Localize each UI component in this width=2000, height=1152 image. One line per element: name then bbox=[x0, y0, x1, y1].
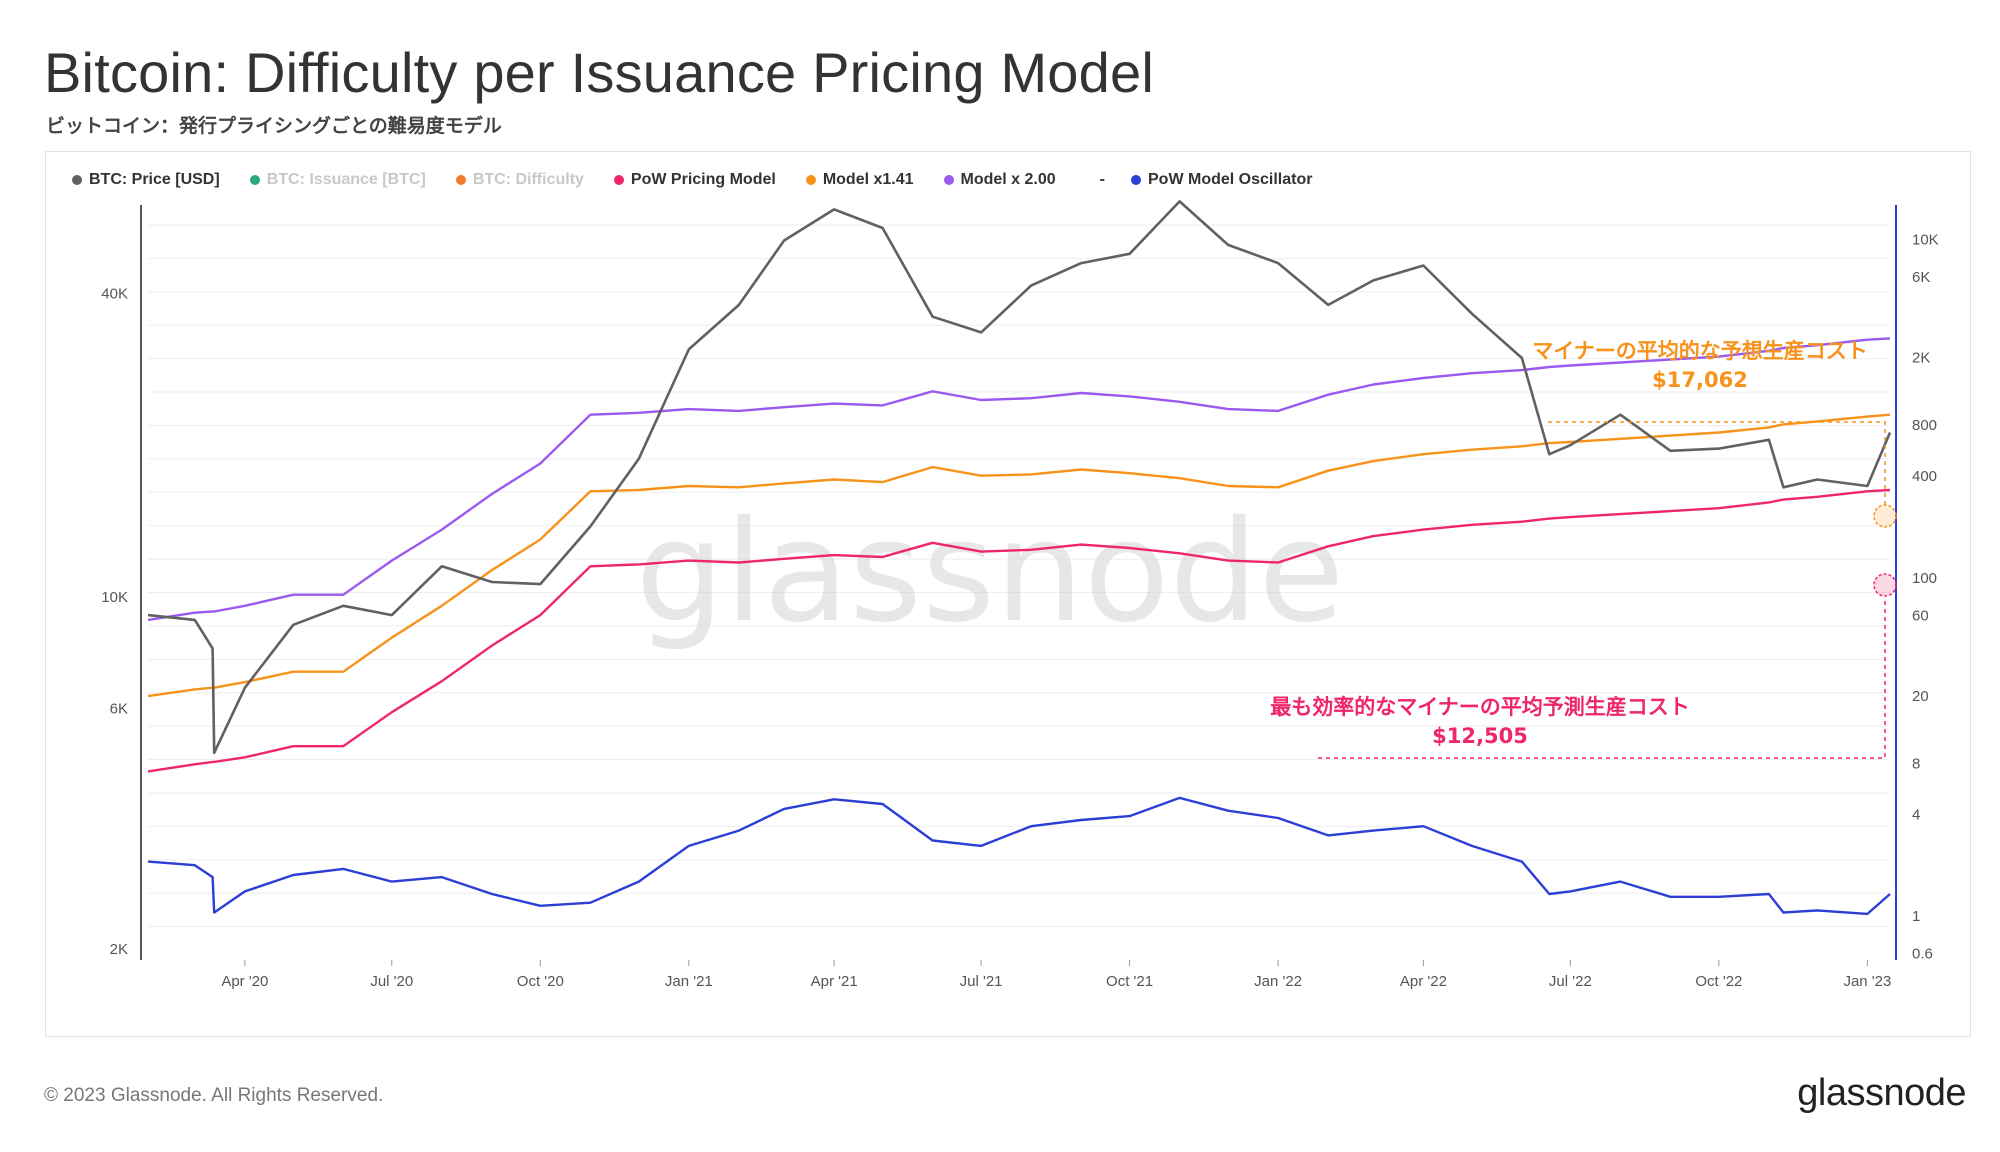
y-left-tick-label: 2K bbox=[110, 941, 128, 958]
legend-item-price[interactable]: BTC: Price [USD] bbox=[72, 171, 220, 189]
y-right-tick-label: 4 bbox=[1912, 806, 1920, 823]
legend-item-model-200[interactable]: Model x 2.00 bbox=[943, 171, 1056, 189]
x-tick-label: Jan '22 bbox=[1254, 973, 1302, 990]
x-tick-label: Jul '21 bbox=[960, 973, 1003, 990]
y-right-tick-label: 10K bbox=[1912, 232, 1939, 249]
legend-dot-model-200 bbox=[943, 175, 954, 185]
legend-label-model-200: Model x 2.00 bbox=[960, 171, 1056, 188]
y-right-tick-label: 2K bbox=[1912, 350, 1930, 367]
x-tick-label: Jan '21 bbox=[665, 973, 713, 990]
x-tick-label: Apr '21 bbox=[811, 973, 858, 990]
watermark: glassnode bbox=[636, 491, 1345, 654]
legend-item-model-141[interactable]: Model x1.41 bbox=[805, 171, 914, 189]
annotation-orange-line2: $17,062 bbox=[1652, 368, 1748, 392]
y-left-tick-label: 10K bbox=[101, 589, 128, 606]
x-tick-label: Apr '22 bbox=[1400, 973, 1447, 990]
legend-label-issuance: BTC: Issuance [BTC] bbox=[266, 171, 426, 188]
x-tick-label: Jul '20 bbox=[370, 973, 413, 990]
footer-copyright: © 2023 Glassnode. All Rights Reserved. bbox=[44, 1085, 384, 1106]
series-pow-model-line bbox=[147, 488, 1891, 773]
annotation-orange-marker bbox=[1873, 504, 1897, 528]
y-right-tick-label: 800 bbox=[1912, 417, 1937, 434]
annotations: マイナーの平均的な予想生産コスト $17,062 最も効率的なマイナーの平均予測… bbox=[1270, 339, 1897, 759]
legend-label-price: BTC: Price [USD] bbox=[89, 171, 220, 188]
legend-label-model-141: Model x1.41 bbox=[822, 171, 914, 188]
series-model-141-line bbox=[147, 413, 1891, 698]
series-layer bbox=[147, 200, 1892, 916]
legend-separator: - bbox=[1099, 171, 1105, 188]
chart-frame bbox=[45, 151, 1971, 1037]
legend-label-difficulty: BTC: Difficulty bbox=[472, 171, 584, 188]
annotation-pink-line1: 最も効率的なマイナーの平均予測生産コスト bbox=[1270, 695, 1690, 719]
y-right-tick-label: 60 bbox=[1912, 607, 1929, 624]
y-right-tick-label: 0.6 bbox=[1912, 946, 1933, 963]
legend-dot-difficulty bbox=[455, 175, 466, 185]
x-tick-label: Oct '20 bbox=[517, 973, 564, 990]
legend-dot-price bbox=[72, 175, 82, 185]
series-oscillator-line bbox=[147, 796, 1891, 916]
legend-item-difficulty[interactable]: BTC: Difficulty bbox=[455, 171, 584, 189]
annotation-pink-guide bbox=[1318, 597, 1886, 759]
x-tick-label: Jan '23 bbox=[1843, 973, 1891, 990]
annotation-pink-marker bbox=[1873, 573, 1897, 597]
legend-label-pow-model: PoW Pricing Model bbox=[630, 171, 776, 188]
y-axis-right-ticks: 10K 6K 2K 800 400 100 60 20 8 4 1 0.6 bbox=[1912, 232, 1939, 963]
legend-item-pow-model[interactable]: PoW Pricing Model bbox=[613, 171, 776, 189]
legend-dot-oscillator bbox=[1131, 175, 1141, 185]
grid-lines bbox=[148, 224, 1890, 928]
y-right-tick-label: 8 bbox=[1912, 755, 1920, 772]
page-subtitle: ビットコイン：発行プライシングごとの難易度モデル bbox=[46, 115, 502, 137]
annotation-orange-line1: マイナーの平均的な予想生産コスト bbox=[1532, 339, 1868, 363]
legend-label-oscillator: PoW Model Oscillator bbox=[1148, 171, 1313, 188]
chart-legend: BTC: Price [USD] BTC: Issuance [BTC] BTC… bbox=[72, 168, 1342, 192]
x-tick-label: Apr '20 bbox=[221, 973, 268, 990]
legend-dot-pow-model bbox=[613, 175, 624, 185]
y-right-tick-label: 1 bbox=[1912, 908, 1920, 925]
y-right-tick-label: 6K bbox=[1912, 269, 1930, 286]
annotation-orange-guide bbox=[1548, 421, 1886, 505]
x-tick-label: Oct '22 bbox=[1695, 973, 1742, 990]
series-price-line bbox=[147, 200, 1892, 755]
y-right-tick-label: 400 bbox=[1912, 468, 1937, 485]
y-left-tick-label: 40K bbox=[101, 286, 128, 303]
legend-item-issuance[interactable]: BTC: Issuance [BTC] bbox=[249, 171, 426, 189]
series-model-200-line bbox=[147, 337, 1891, 622]
page-title: Bitcoin: Difficulty per Issuance Pricing… bbox=[44, 41, 1154, 104]
y-left-tick-label: 6K bbox=[110, 701, 128, 718]
legend-item-oscillator[interactable]: PoW Model Oscillator bbox=[1131, 171, 1312, 189]
y-axis-left-ticks: 40K 10K 6K 2K bbox=[101, 286, 128, 958]
brand-logo: glassnode bbox=[1797, 1072, 1966, 1114]
x-tick-label: Oct '21 bbox=[1106, 973, 1153, 990]
legend-dot-model-141 bbox=[805, 175, 816, 185]
y-right-tick-label: 20 bbox=[1912, 688, 1929, 705]
annotation-pink-line2: $12,505 bbox=[1432, 724, 1528, 748]
legend-dot-issuance bbox=[249, 175, 260, 185]
x-axis-ticks: Apr '20 Jul '20 Oct '20 Jan '21 Apr '21 Jul '… bbox=[221, 960, 1891, 990]
x-tick-label: Jul '22 bbox=[1549, 973, 1592, 990]
y-right-tick-label: 100 bbox=[1912, 570, 1937, 587]
